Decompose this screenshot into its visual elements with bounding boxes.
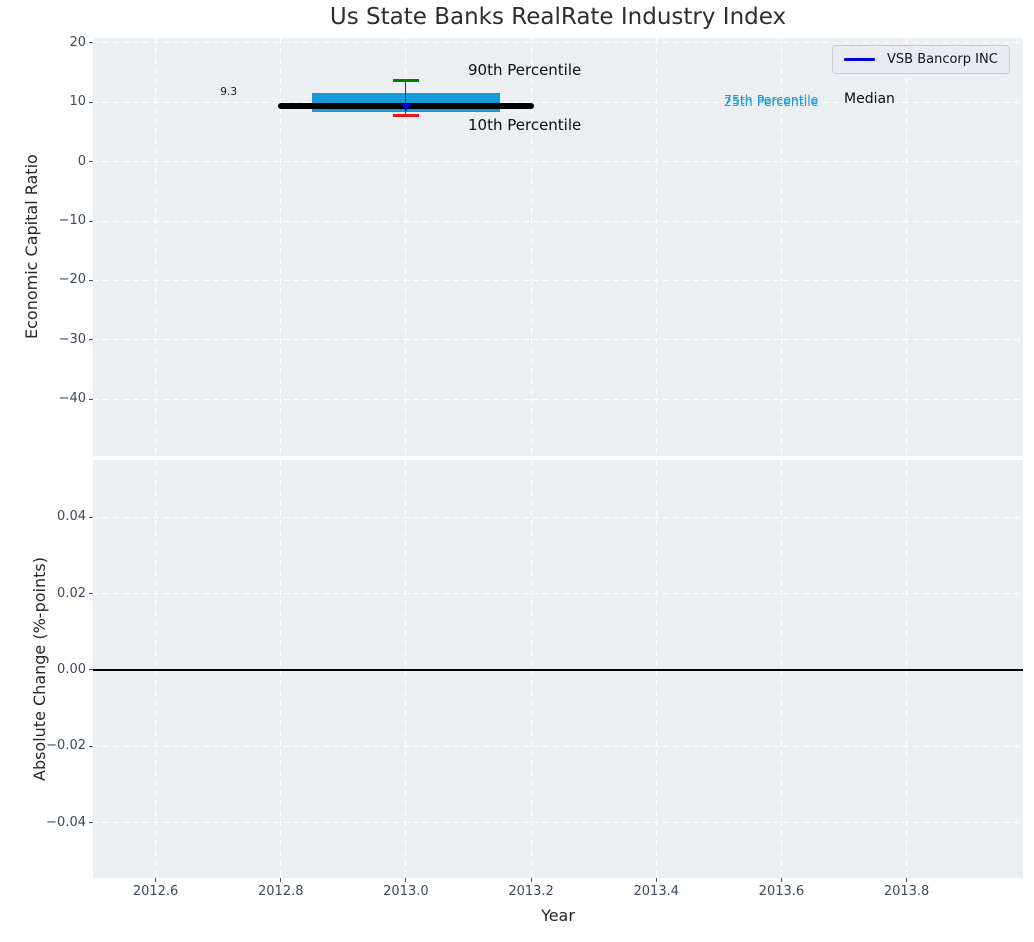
p10-annotation: 10th Percentile	[468, 116, 582, 134]
x-tick-label: 2013.2	[508, 884, 554, 899]
y-tick-label: 20	[69, 34, 86, 50]
p90-cap	[392, 79, 419, 83]
gridline	[93, 745, 1023, 747]
x-tick-mark	[780, 878, 782, 882]
gridline	[280, 38, 282, 456]
whisker-line	[405, 80, 407, 116]
gridline	[405, 38, 407, 456]
gridline	[93, 161, 1023, 163]
y-tick-mark	[89, 42, 93, 44]
gridline	[530, 38, 532, 456]
x-axis-label: Year	[541, 906, 575, 925]
legend: VSB Bancorp INC	[832, 45, 1010, 74]
gridline	[93, 220, 1023, 222]
p25-annotation: 25th Percentile	[724, 94, 819, 109]
x-tick-label: 2013.6	[758, 884, 805, 899]
legend-label: VSB Bancorp INC	[887, 52, 998, 67]
y-tick-label: 0.00	[57, 661, 86, 677]
y-tick-label: 0	[77, 153, 86, 169]
y-tick-label: −0.02	[46, 738, 86, 754]
y-tick-mark	[89, 220, 93, 222]
y-tick-mark	[89, 339, 93, 341]
gridline	[93, 101, 1023, 103]
y-tick-label: −30	[58, 331, 86, 347]
top-axes-economic-capital-ratio	[93, 38, 1023, 456]
zero-line	[93, 668, 1023, 671]
x-tick-label: 2013.8	[883, 884, 930, 899]
gridline	[93, 822, 1023, 824]
y-tick-mark	[89, 822, 93, 824]
x-tick-label: 2013.4	[633, 884, 680, 899]
p75-annotation: 75th Percentile	[724, 92, 819, 107]
y-tick-label: −40	[58, 391, 86, 407]
y-tick-label: 10	[69, 94, 86, 110]
y-tick-mark	[89, 279, 93, 281]
company-marker	[400, 104, 411, 112]
y-tick-mark	[89, 161, 93, 163]
y-tick-label: −0.04	[46, 814, 86, 830]
x-tick-mark	[530, 878, 532, 882]
gridline	[93, 279, 1023, 281]
x-tick-label: 2012.8	[258, 884, 304, 899]
median-annotation: Median	[844, 91, 895, 107]
y-tick-mark	[89, 101, 93, 103]
y-tick-label: 0.04	[57, 509, 86, 525]
gridline	[93, 516, 1023, 518]
gridline	[93, 398, 1023, 400]
x-tick-label: 2013.0	[383, 884, 429, 899]
y-tick-mark	[89, 593, 93, 595]
p10-cap	[392, 114, 419, 118]
y-tick-mark	[89, 669, 93, 671]
x-tick-mark	[155, 878, 157, 882]
x-tick-mark	[405, 878, 407, 882]
gridline	[93, 339, 1023, 341]
gridline	[93, 42, 1023, 44]
y-tick-label: −10	[58, 213, 86, 228]
gridline	[780, 38, 782, 456]
y-tick-label: 0.02	[57, 585, 86, 601]
x-tick-label: 2012.6	[132, 884, 179, 899]
gridline	[155, 38, 157, 456]
gridline	[93, 593, 1023, 595]
y-tick-mark	[89, 398, 93, 400]
bottom-axes-absolute-change	[93, 460, 1023, 878]
p90-annotation: 90th Percentile	[468, 61, 582, 79]
y-tick-mark	[89, 516, 93, 518]
x-tick-mark	[280, 878, 282, 882]
y-tick-label: −20	[58, 272, 86, 288]
chart-title: Us State Banks RealRate Industry Index	[329, 4, 787, 30]
median-value-annotation: 9.3	[220, 86, 237, 98]
x-tick-mark	[655, 878, 657, 882]
x-tick-mark	[906, 878, 908, 882]
legend-line-sample	[844, 58, 875, 61]
gridline	[655, 38, 657, 456]
gridline	[906, 38, 908, 456]
y-tick-mark	[89, 745, 93, 747]
